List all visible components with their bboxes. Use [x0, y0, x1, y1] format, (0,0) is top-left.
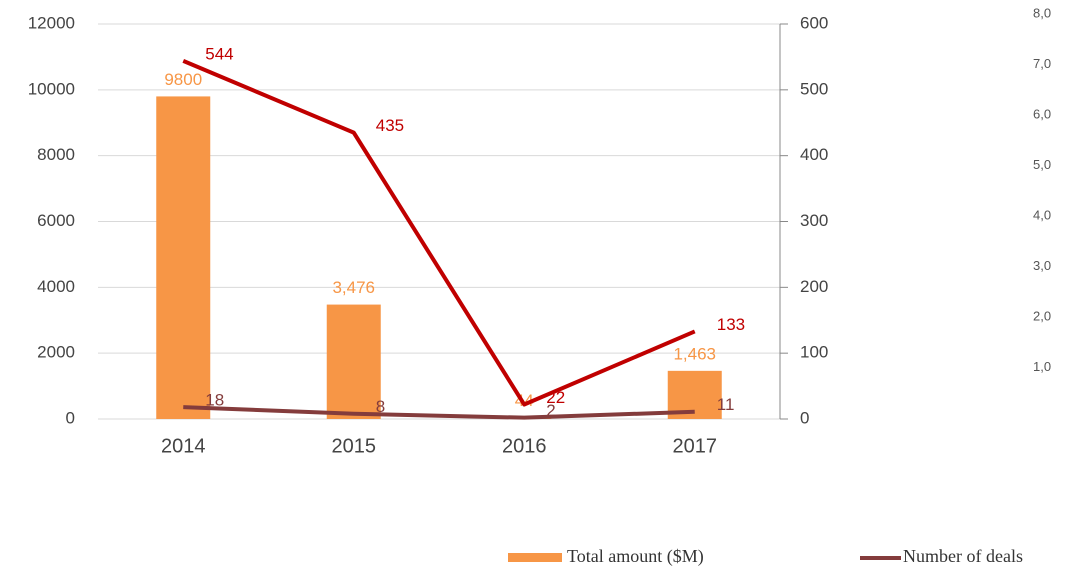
- line-series: [182, 59, 696, 407]
- side-label: 6,0: [1033, 106, 1051, 121]
- line-label: 544: [205, 44, 233, 63]
- side-label: 2,0: [1033, 308, 1051, 323]
- side-label: 5,0: [1033, 157, 1051, 172]
- side-label: 8,0: [1033, 5, 1051, 20]
- y-tick-label: 10000: [28, 79, 75, 98]
- y2-tick-label: 400: [800, 145, 828, 164]
- y-tick-label: 12000: [28, 13, 75, 32]
- y-tick-label: 0: [66, 408, 75, 427]
- line-label: 8: [376, 397, 385, 416]
- bar-label: 1,463: [673, 344, 716, 363]
- y-tick-label: 2000: [37, 343, 75, 362]
- bar: [326, 304, 381, 419]
- bar: [156, 96, 211, 420]
- side-label: 7,0: [1033, 56, 1051, 71]
- line-label: 2: [546, 401, 555, 420]
- y-tick-label: 4000: [37, 277, 75, 296]
- x-tick-label: 2014: [161, 435, 206, 457]
- line-series: [183, 405, 695, 420]
- y-tick-label: 8000: [37, 145, 75, 164]
- y2-tick-label: 100: [800, 343, 828, 362]
- legend-label: Number of deals: [903, 546, 1023, 566]
- y2-tick-label: 200: [800, 277, 828, 296]
- y2-tick-label: 0: [800, 408, 809, 427]
- legend-label: Total amount ($M): [567, 546, 704, 567]
- side-label: 1,0: [1033, 359, 1051, 374]
- line-label: 22: [546, 388, 565, 407]
- line-label: 435: [376, 116, 404, 135]
- bar-label: 3,476: [332, 278, 375, 297]
- side-label: 4,0: [1033, 207, 1051, 222]
- legend-swatch-bar: [508, 553, 562, 562]
- y2-tick-label: 600: [800, 13, 828, 32]
- x-tick-label: 2015: [332, 435, 377, 457]
- line-label: 133: [717, 315, 745, 334]
- y-tick-label: 6000: [37, 211, 75, 230]
- line-label: 11: [717, 395, 735, 414]
- side-label: 3,0: [1033, 258, 1051, 273]
- y2-tick-label: 300: [800, 211, 828, 230]
- x-tick-label: 2017: [673, 435, 718, 457]
- bar-label: 9800: [164, 70, 202, 89]
- x-tick-label: 2016: [502, 435, 547, 457]
- y2-tick-label: 500: [800, 79, 828, 98]
- line-label: 18: [205, 391, 224, 410]
